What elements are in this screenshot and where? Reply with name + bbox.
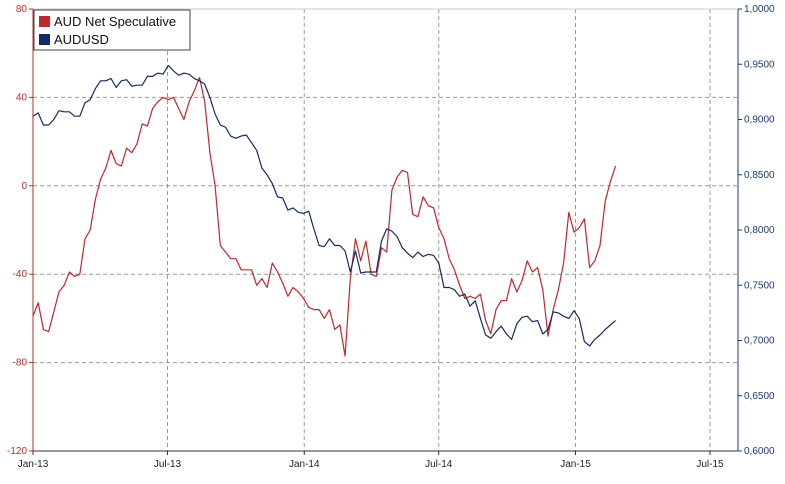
y-right-tick-label: 0,8000: [744, 225, 775, 236]
y-left-tick-label: 0: [21, 181, 27, 192]
legend: AUD Net Speculative AUDUSD: [33, 9, 191, 51]
y-right-tick-label: 0,6000: [744, 446, 775, 457]
legend-entry: AUDUSD: [54, 32, 109, 47]
legend-box: [33, 9, 191, 51]
grid: [33, 9, 738, 451]
y-right-tick-label: 0,9500: [744, 59, 775, 70]
y-left-tick-label: 40: [16, 92, 28, 103]
y-right-tick-label: 1,0000: [744, 4, 775, 15]
legend-entry: AUD Net Speculative: [54, 14, 176, 29]
x-tick-label: Jul-14: [425, 459, 453, 470]
y-right-tick-label: 0,6500: [744, 391, 775, 402]
x-tick-label: Jul-15: [696, 459, 724, 470]
x-tick-label: Jul-13: [154, 459, 182, 470]
y-left-tick-label: 80: [16, 4, 28, 15]
y-left-tick-label: -40: [13, 269, 28, 280]
y-right-tick-label: 0,9000: [744, 115, 775, 126]
y-right-tick-label: 0,7000: [744, 336, 775, 347]
y-left-tick-label: -80: [13, 358, 28, 369]
y-right-tick-label: 0,8500: [744, 170, 775, 181]
x-tick-label: Jan-14: [289, 459, 320, 470]
plot-area: [33, 9, 738, 451]
legend-swatch: [39, 34, 50, 45]
y-left-tick-label: -120: [7, 446, 27, 457]
y-right-tick-label: 0,7500: [744, 280, 775, 291]
x-tick-label: Jan-15: [560, 459, 591, 470]
series-line-audusd: [32, 64, 616, 347]
x-tick-label: Jan-13: [18, 459, 49, 470]
series: [32, 64, 617, 357]
legend-swatch: [39, 16, 50, 27]
series-line-aud-net-speculative: [32, 76, 617, 357]
axes: 80 40 0 -40 -80 -120 1,0000 0,9500 0,9000 0,8500 0…: [7, 4, 775, 470]
